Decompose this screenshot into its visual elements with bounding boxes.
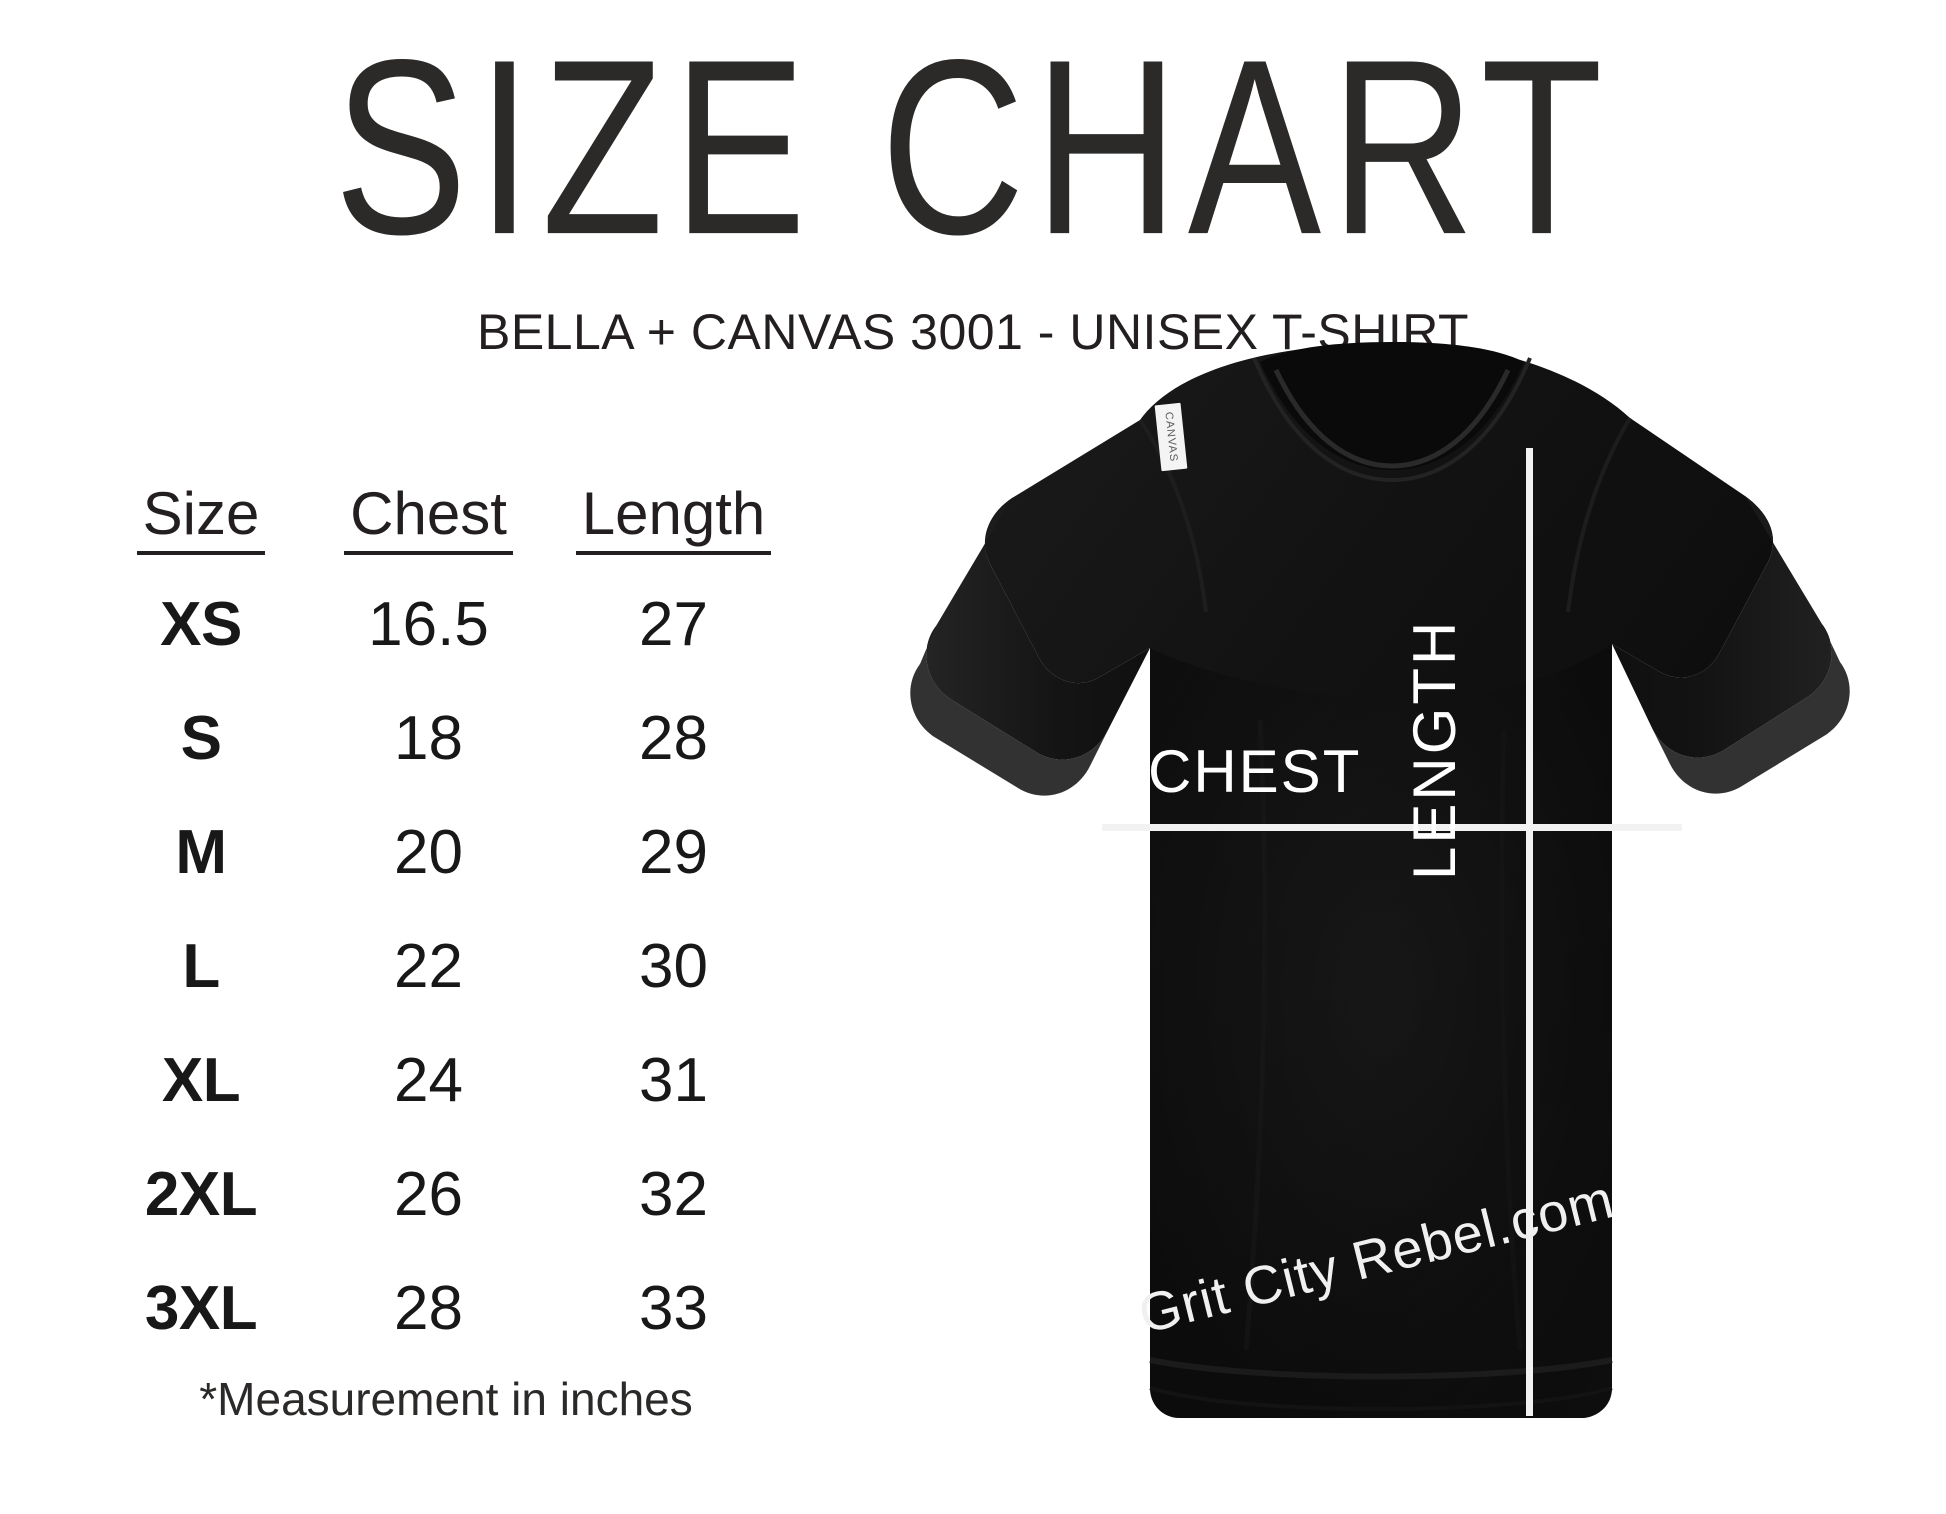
table-row: 3XL 28 33 xyxy=(96,1252,796,1366)
cell-size: M xyxy=(175,818,227,888)
measurements-table: Size Chest Length XS 16.5 27 S xyxy=(96,470,796,1366)
cell-chest: 22 xyxy=(394,932,463,1002)
chest-label: CHEST xyxy=(1148,738,1362,805)
header: SIZE CHART BELLA + CANVAS 3001 - UNISEX … xyxy=(0,0,1946,357)
table-row: XL 24 31 xyxy=(96,1024,796,1138)
cell-length: 28 xyxy=(639,704,708,774)
shirt-collar-stitch xyxy=(1273,368,1511,469)
cell-length: 27 xyxy=(639,590,708,660)
chest-measurement-line xyxy=(1102,824,1682,831)
cell-size: L xyxy=(182,932,220,1002)
shirt-hem-edge xyxy=(1149,1386,1613,1411)
tshirt-photo: CANVAS CHEST LENGTH Grit City Rebel.com xyxy=(840,300,1930,1490)
cell-length: 31 xyxy=(639,1046,708,1116)
column-header-size-label: Size xyxy=(136,482,266,555)
cell-length: 33 xyxy=(639,1274,708,1344)
column-header-chest-label: Chest xyxy=(344,482,513,555)
cell-chest: 24 xyxy=(394,1046,463,1116)
column-header-size: Size xyxy=(96,470,306,568)
cell-length: 29 xyxy=(639,818,708,888)
cell-chest: 20 xyxy=(394,818,463,888)
cell-size: 2XL xyxy=(144,1160,258,1230)
cell-length: 32 xyxy=(639,1160,708,1230)
page-title: SIZE CHART xyxy=(333,6,1613,287)
cell-chest: 16.5 xyxy=(368,590,489,660)
shirt-seam-right xyxy=(1566,416,1632,613)
cell-size: XS xyxy=(160,590,242,660)
shirt-fold-2 xyxy=(1499,729,1523,1351)
table-row: 2XL 26 32 xyxy=(96,1138,796,1252)
shirt-sleeve-right xyxy=(1612,496,1832,758)
table-row: M 20 29 xyxy=(96,796,796,910)
shirt-collar-edge xyxy=(1252,357,1532,483)
cell-chest: 18 xyxy=(394,704,463,774)
shirt-sleeve-left-cuff xyxy=(910,626,1108,796)
cell-size: 3XL xyxy=(144,1274,258,1344)
shirt-sleeve-left xyxy=(926,498,1150,760)
table-row: L 22 30 xyxy=(96,910,796,1024)
measurement-footnote: *Measurement in inches xyxy=(199,1373,693,1425)
cell-length: 30 xyxy=(639,932,708,1002)
column-header-length-label: Length xyxy=(575,482,772,555)
column-header-chest: Chest xyxy=(306,470,551,568)
cell-chest: 28 xyxy=(394,1274,463,1344)
column-header-length: Length xyxy=(551,470,796,568)
shirt-sleeve-right-cuff xyxy=(1652,624,1850,794)
table-header-row: Size Chest Length xyxy=(96,470,796,568)
cell-size: XL xyxy=(161,1046,241,1116)
cell-size: S xyxy=(180,704,222,774)
shirt-seam-left xyxy=(1138,418,1208,613)
shirt-fold-1 xyxy=(1243,719,1268,1351)
length-label: LENGTH xyxy=(1401,618,1468,880)
shirt-hem xyxy=(1149,1357,1613,1380)
length-measurement-line xyxy=(1526,448,1533,1416)
table-row: XS 16.5 27 xyxy=(96,568,796,682)
size-table: Size Chest Length XS 16.5 27 S xyxy=(96,470,796,1366)
table-row: S 18 28 xyxy=(96,682,796,796)
cell-chest: 26 xyxy=(394,1160,463,1230)
tshirt-illustration xyxy=(910,342,1850,1418)
